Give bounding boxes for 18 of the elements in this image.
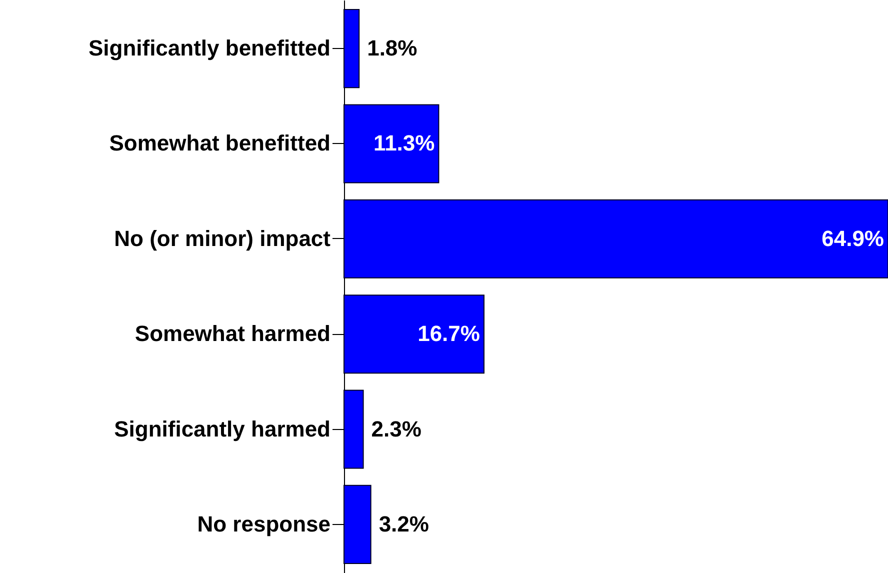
y-tick-label: Significantly benefitted <box>88 36 330 61</box>
y-tick-label: No response <box>197 511 330 536</box>
bar <box>344 104 440 184</box>
data-label: 1.8% <box>367 36 418 61</box>
bar <box>344 294 484 374</box>
data-label: 2.3% <box>371 416 422 442</box>
bar <box>344 390 364 469</box>
y-tick-label: No (or minor) impact <box>114 226 332 251</box>
bar <box>344 199 888 278</box>
y-tick-label: Somewhat harmed <box>134 321 330 346</box>
bar <box>344 9 360 88</box>
data-label: 3.2% <box>378 511 429 536</box>
data-label: 64.9% <box>822 226 884 251</box>
data-label: 16.7% <box>418 321 480 346</box>
y-tick-label: Somewhat benefitted <box>109 130 330 156</box>
data-label: 11.3% <box>374 130 435 156</box>
bar <box>344 484 372 564</box>
y-tick-label: Significantly harmed <box>114 416 330 442</box>
